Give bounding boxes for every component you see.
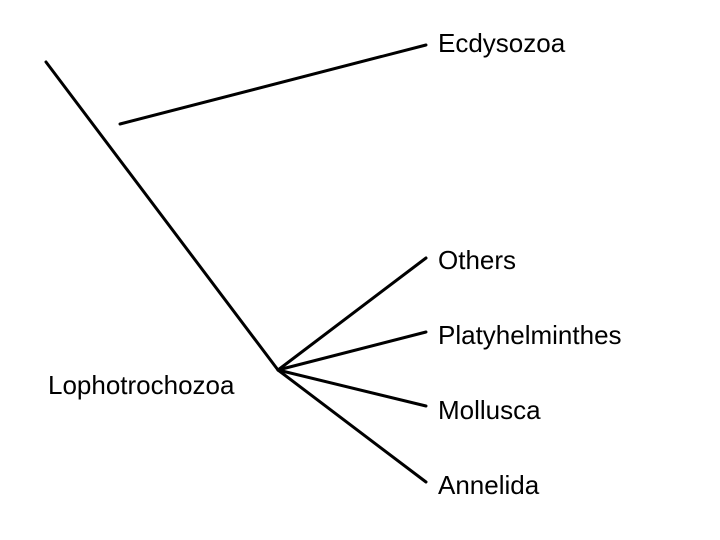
phylogeny-diagram: Ecdysozoa Others Platyhelminthes Lophotr… [0,0,720,540]
tree-edge [46,62,278,370]
tree-lines [0,0,720,540]
label-lophotrochozoa: Lophotrochozoa [48,370,234,401]
tree-edge [278,332,426,370]
label-mollusca: Mollusca [438,395,541,426]
tree-edge [120,45,426,124]
label-platyhelminthes: Platyhelminthes [438,320,622,351]
label-others: Others [438,245,516,276]
label-annelida: Annelida [438,470,539,501]
label-ecdysozoa: Ecdysozoa [438,28,565,59]
tree-edge [278,258,426,370]
